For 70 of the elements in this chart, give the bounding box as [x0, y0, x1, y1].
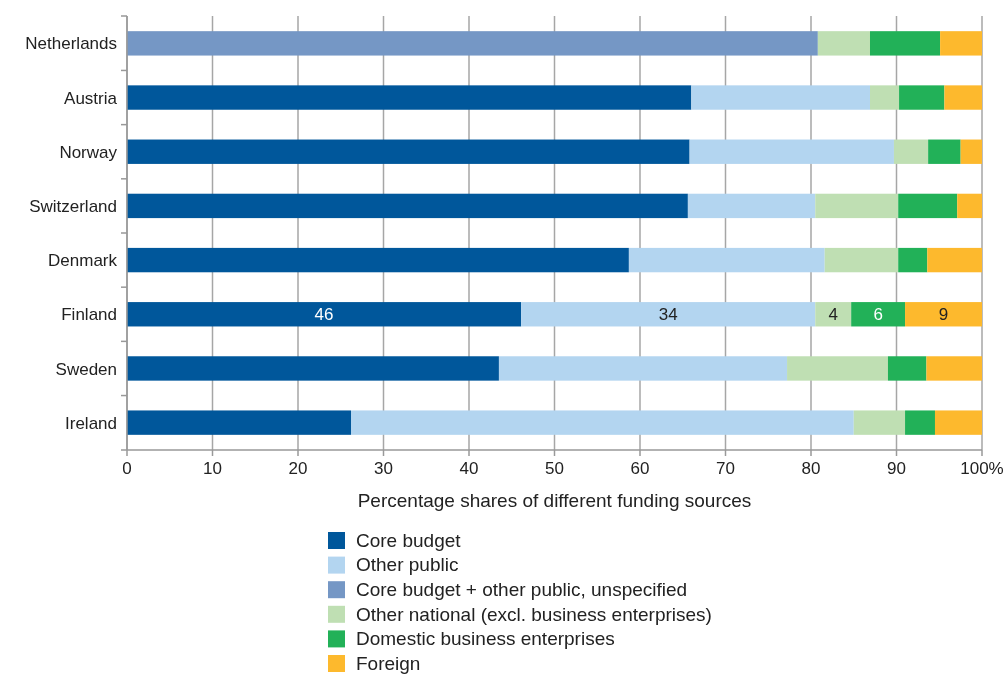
- data-label: 46: [314, 305, 334, 325]
- x-tick-label: 20: [288, 459, 308, 478]
- y-tick-label: Ireland: [65, 413, 117, 433]
- x-tick-label: 60: [630, 459, 650, 478]
- bar: [824, 247, 899, 273]
- legend-label: Core budget + other public, unspecified: [356, 579, 688, 601]
- bar: [127, 139, 690, 164]
- bar: [127, 31, 818, 56]
- y-tick-label: Denmark: [48, 251, 118, 271]
- bar: [127, 356, 499, 381]
- data-label: 9: [938, 305, 949, 325]
- legend-label: Other national (excl. business enterprises): [356, 603, 712, 625]
- bar: [815, 302, 852, 327]
- bar: [926, 356, 982, 381]
- legend-label: Other public: [356, 554, 459, 576]
- data-label: 4: [828, 305, 838, 325]
- bar: [957, 193, 982, 219]
- bar: [817, 31, 870, 56]
- bar: [127, 247, 629, 273]
- bar: [815, 193, 899, 219]
- y-tick-label: Norway: [59, 142, 118, 162]
- legend-label: Foreign: [356, 652, 421, 674]
- data-label: 34: [658, 305, 678, 325]
- bar: [853, 410, 906, 435]
- bar: [898, 193, 958, 219]
- bar: [687, 193, 816, 219]
- bar: [691, 85, 870, 110]
- bar: [927, 247, 982, 273]
- bar: [787, 356, 888, 381]
- legend-label: Core budget: [356, 529, 462, 551]
- bar: [905, 302, 982, 327]
- x-tick-label: 80: [801, 459, 821, 478]
- bar: [351, 410, 854, 435]
- bar: [934, 410, 982, 435]
- y-tick-label: Austria: [64, 88, 118, 108]
- bar: [928, 139, 961, 164]
- data-label: 6: [873, 305, 883, 325]
- bar: [870, 85, 900, 110]
- y-tick-label: Sweden: [55, 359, 117, 379]
- x-tick-label: 40: [459, 459, 479, 478]
- bar: [851, 302, 906, 327]
- bar: [898, 247, 928, 273]
- bar: [628, 247, 825, 273]
- bar: [521, 302, 816, 327]
- x-tick-label: 30: [374, 459, 393, 478]
- y-tick-label: Finland: [61, 305, 117, 325]
- bar: [127, 85, 692, 110]
- bar: [887, 356, 927, 381]
- y-tick-label: Netherlands: [25, 34, 117, 54]
- x-axis-title: Percentage shares of different funding sources: [357, 490, 752, 511]
- bar: [498, 356, 788, 381]
- bar: [893, 139, 929, 164]
- x-tick-label: 0: [122, 459, 132, 478]
- bar: [960, 139, 982, 164]
- x-tick-label: 10: [203, 459, 222, 478]
- bar: [944, 85, 982, 110]
- bar: [899, 85, 945, 110]
- x-tick-label: 50: [545, 459, 564, 478]
- bar: [689, 139, 894, 164]
- bar: [127, 410, 352, 435]
- x-tick-label: 70: [716, 459, 735, 478]
- bar: [905, 410, 935, 435]
- bar: [940, 31, 982, 56]
- legend-label: Domestic business enterprises: [356, 628, 615, 650]
- x-tick-label: 90: [887, 459, 906, 478]
- bar: [127, 302, 522, 327]
- bar: [127, 193, 688, 219]
- x-tick-label: 100%: [960, 459, 1004, 478]
- bar: [870, 31, 941, 56]
- y-tick-label: Switzerland: [29, 197, 117, 217]
